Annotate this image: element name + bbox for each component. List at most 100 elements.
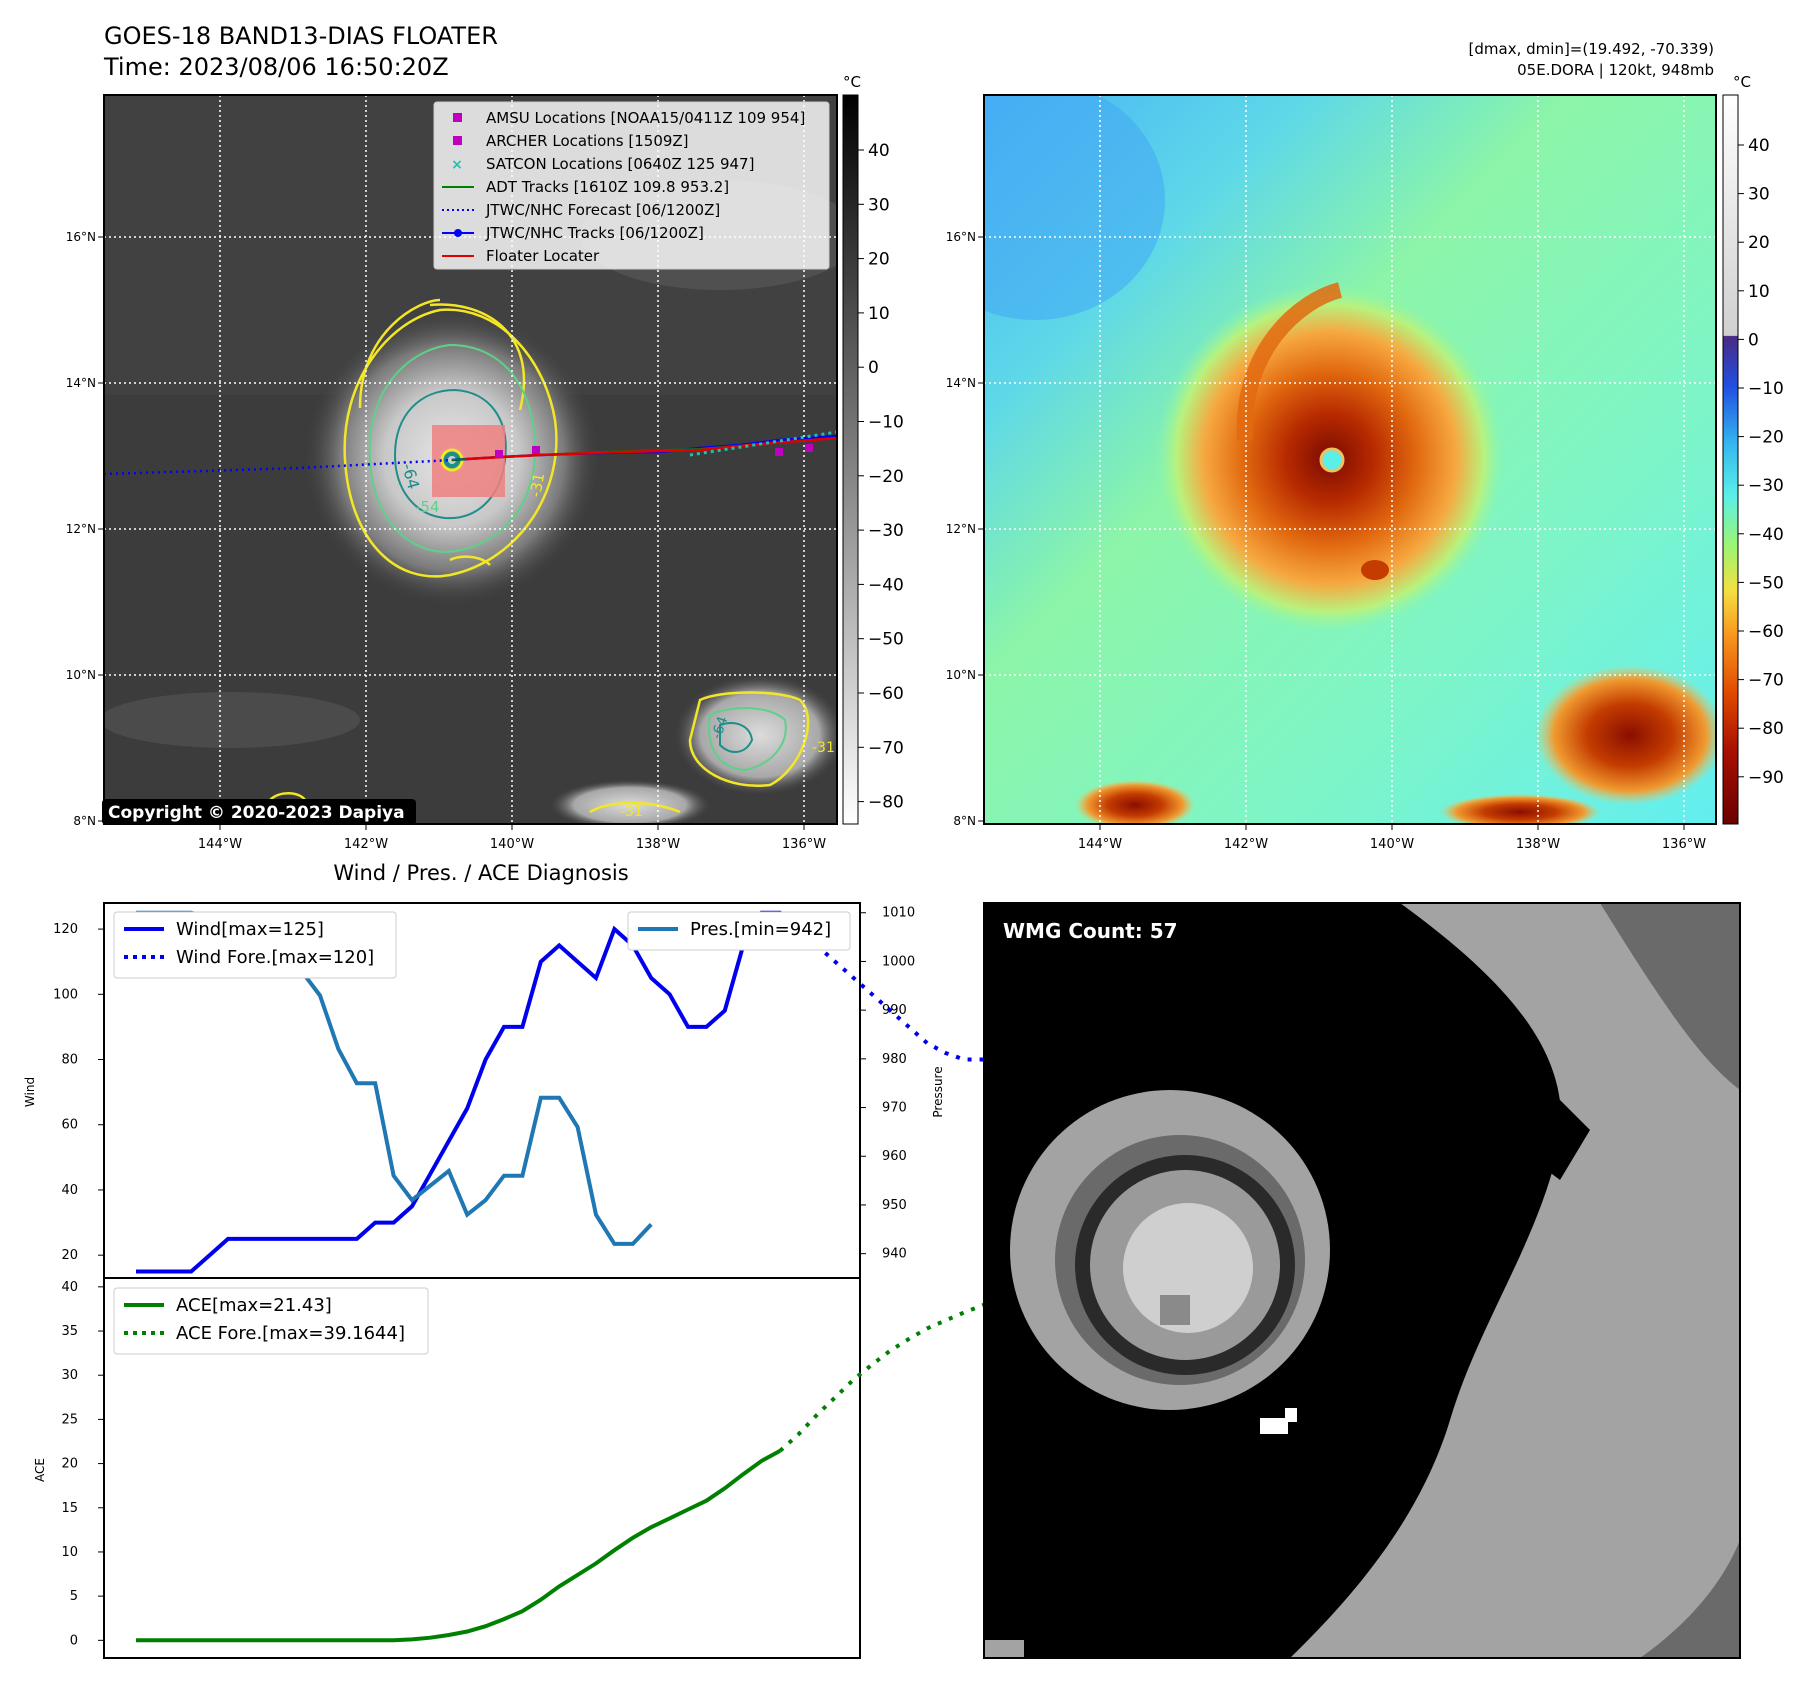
wind-tick-label: 80	[61, 1053, 78, 1068]
pressure-tick-label: 940	[882, 1247, 907, 1262]
lon-label: 142°W	[344, 837, 388, 852]
colorbar-tick-label: −70	[1748, 671, 1784, 691]
lat-label: 8°N	[73, 814, 96, 828]
contour-label: -64	[709, 714, 732, 741]
legend-marker	[453, 113, 462, 122]
storm-label: 05E.DORA | 120kt, 948mb	[1517, 61, 1714, 79]
colorbar-tick-label: 0	[868, 358, 879, 378]
lat-label: 16°N	[66, 230, 96, 244]
wind-tick-label: 120	[53, 922, 78, 937]
colorbar-tick-label: −20	[868, 467, 904, 487]
wmg-speck	[1285, 1408, 1297, 1422]
legend-label: AMSU Locations [NOAA15/0411Z 109 954]	[486, 109, 805, 127]
wmg-eye-dark-patch	[1160, 1295, 1190, 1325]
contour-label: -54	[415, 498, 440, 516]
colorbar-tick-label: −30	[868, 521, 904, 541]
wind-axis-label: Wind	[23, 1077, 37, 1107]
chart-legend-label: Pres.[min=942]	[690, 919, 831, 940]
colorbar-tick-label: −70	[868, 738, 904, 758]
lon-label: 136°W	[782, 837, 826, 852]
colorbar-tick-label: 10	[868, 304, 890, 324]
copyright-box	[102, 799, 416, 825]
colorbar-tick-label: 40	[868, 141, 890, 161]
ace-axis-label: ACE	[33, 1458, 47, 1482]
chart-legend-box	[113, 911, 397, 979]
legend-label: SATCON Locations [0640Z 125 947]	[486, 155, 754, 173]
lat-label: 16°N	[946, 230, 976, 244]
ace-tick-label: 0	[70, 1633, 78, 1648]
pressure-tick-label: 960	[882, 1149, 907, 1164]
wmg-panel: WMG Count: 57	[983, 902, 1741, 1659]
stats-label: [dmax, dmin]=(19.492, -70.339)	[1469, 40, 1714, 58]
colorbar-tick-label: −50	[868, 630, 904, 650]
colorbar-tick-label: −60	[868, 684, 904, 704]
series-line	[136, 910, 800, 1274]
colorbar-tick-label: −80	[1748, 719, 1784, 739]
colorbar-tick-label: −40	[1748, 525, 1784, 545]
lon-label: 138°W	[636, 837, 680, 852]
ace-tick-label: 40	[61, 1280, 78, 1295]
legend-marker: ×	[451, 157, 463, 173]
archer-marker-far-east	[805, 444, 813, 452]
chart-legend-box	[627, 911, 851, 951]
colorbar-tick-label: 30	[1748, 185, 1770, 205]
amsu-marker	[532, 446, 540, 454]
legend-label: JTWC/NHC Tracks [06/1200Z]	[485, 224, 704, 242]
wind-tick-label: 40	[61, 1183, 78, 1198]
legend-label: ADT Tracks [1610Z 109.8 953.2]	[486, 178, 729, 196]
pressure-tick-label: 970	[882, 1101, 907, 1116]
copyright-text: Copyright © 2020-2023 Dapiya	[108, 803, 405, 823]
gray-colorbar: °C 40 30 20 10 0 −10 −20 −30 −40 −50 −60 −70 −80	[842, 73, 904, 825]
lat-label: 12°N	[66, 522, 96, 536]
contour-label: -31	[812, 740, 835, 756]
lon-label: 136°W	[1662, 837, 1706, 852]
lat-label: 10°N	[946, 668, 976, 682]
legend-marker	[454, 229, 462, 237]
pressure-axis-label: Pressure	[931, 1066, 945, 1117]
legend-label: ARCHER Locations [1509Z]	[486, 132, 689, 150]
colorbar-tick-label: −10	[1748, 379, 1784, 399]
wmg-eye	[1123, 1203, 1253, 1333]
chart-legend-box	[113, 1287, 429, 1355]
pressure-tick-label: 990	[882, 1003, 907, 1018]
colorbar-unit: °C	[843, 73, 861, 91]
ace-tick-label: 10	[61, 1545, 78, 1560]
colorbar-tick-label: −10	[868, 413, 904, 433]
colorbar-tick-label: −40	[868, 575, 904, 595]
pressure-tick-label: 950	[882, 1198, 907, 1213]
lat-label: 14°N	[946, 376, 976, 390]
lon-label: 144°W	[198, 837, 242, 852]
color-colorbar: °C 40 30 20 10 0 −10 −20 −30 −40 −50 −60 −70 −80 −90	[1722, 73, 1784, 825]
wind-tick-label: 20	[61, 1248, 78, 1263]
ir-color-map: 16°N 14°N 12°N 10°N 8°N 144°W 142°W 140°W 138°W 1…	[946, 94, 1717, 852]
map-legend: AMSU Locations [NOAA15/0411Z 109 954] ARC…	[442, 109, 805, 265]
map-legend-box	[433, 101, 830, 270]
chart-legend-label: ACE[max=21.43]	[176, 1295, 332, 1316]
lat-label: 8°N	[953, 814, 976, 828]
chart-legend-label: Wind Fore.[max=120]	[176, 947, 374, 968]
colorbar-tick-label: −90	[1748, 768, 1784, 788]
archer-marker	[495, 450, 503, 458]
lon-label: 142°W	[1224, 837, 1268, 852]
legend-label: JTWC/NHC Forecast [06/1200Z]	[485, 201, 720, 219]
legend-marker	[453, 136, 462, 145]
colorbar-tick-label: 10	[1748, 282, 1770, 302]
lat-label: 14°N	[66, 376, 96, 390]
lat-label: 10°N	[66, 668, 96, 682]
wind-tick-label: 60	[61, 1118, 78, 1133]
colorbar-tick-label: −30	[1748, 476, 1784, 496]
pressure-tick-label: 1010	[882, 906, 915, 921]
ace-tick-label: 5	[70, 1589, 78, 1604]
lat-label: 12°N	[946, 522, 976, 536]
lon-label: 144°W	[1078, 837, 1122, 852]
contour-label: -31	[620, 804, 643, 820]
colorbar-tick-label: 20	[1748, 233, 1770, 253]
wmg-corner	[984, 1640, 1024, 1658]
wmg-black-notch	[1480, 1040, 1590, 1180]
contour-label: -31	[526, 471, 548, 498]
ace-tick-label: 35	[61, 1324, 78, 1339]
lon-label: 138°W	[1516, 837, 1560, 852]
figure-title: GOES-18 BAND13-DIAS FLOATER	[104, 22, 498, 50]
colorbar-tick-label: 0	[1748, 330, 1759, 350]
